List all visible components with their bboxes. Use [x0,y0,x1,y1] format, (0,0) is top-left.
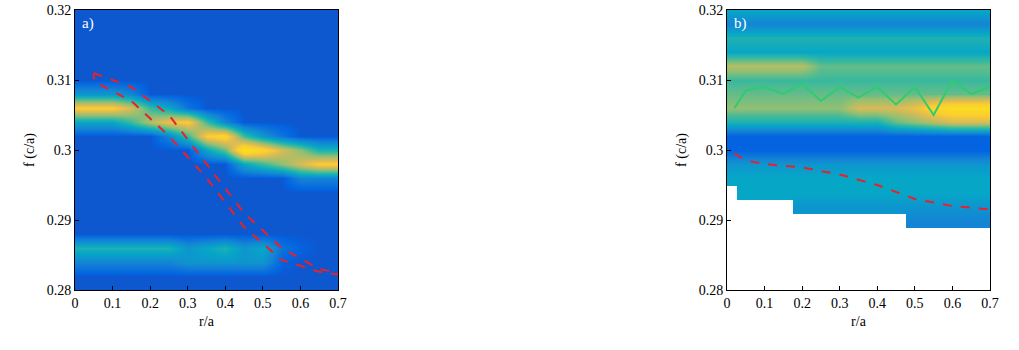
svg-text:0.31: 0.31 [47,73,72,88]
svg-text:0.6: 0.6 [292,296,310,311]
svg-text:0: 0 [72,296,79,311]
svg-text:0.29: 0.29 [699,213,724,228]
svg-text:0.1: 0.1 [756,296,774,311]
svg-text:0.3: 0.3 [54,143,72,158]
svg-text:0.28: 0.28 [699,283,724,298]
svg-text:0: 0 [724,296,731,311]
svg-text:0.28: 0.28 [47,283,72,298]
svg-text:0.6: 0.6 [944,296,962,311]
svg-text:a): a) [82,15,94,32]
svg-text:r/a: r/a [851,314,867,329]
svg-text:0.7: 0.7 [329,296,347,311]
svg-text:0.32: 0.32 [47,3,72,18]
svg-text:f (c/a): f (c/a) [674,133,690,167]
svg-text:0.3: 0.3 [179,296,197,311]
svg-text:0.32: 0.32 [699,3,724,18]
svg-text:f (c/a): f (c/a) [22,133,38,167]
svg-text:0.7: 0.7 [981,296,999,311]
svg-text:r/a: r/a [199,314,215,329]
svg-text:0.5: 0.5 [254,296,272,311]
svg-text:0.4: 0.4 [869,296,887,311]
svg-text:0.31: 0.31 [699,73,724,88]
svg-text:0.4: 0.4 [217,296,235,311]
svg-text:0.2: 0.2 [793,296,811,311]
svg-text:0.5: 0.5 [906,296,924,311]
svg-text:0.29: 0.29 [47,213,72,228]
svg-text:0.1: 0.1 [104,296,122,311]
svg-text:0.3: 0.3 [831,296,849,311]
svg-text:0.2: 0.2 [141,296,159,311]
svg-text:0.3: 0.3 [706,143,724,158]
svg-text:b): b) [734,15,747,32]
